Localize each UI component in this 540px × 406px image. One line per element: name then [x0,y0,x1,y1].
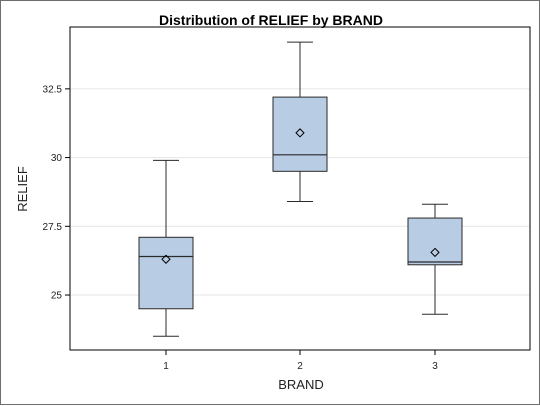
chart-title: Distribution of RELIEF by BRAND [159,12,383,28]
y-tick-label: 32.5 [43,84,63,95]
x-tick-label: 2 [297,361,303,372]
x-tick-label: 1 [163,361,169,372]
iqr-box [408,218,462,265]
iqr-box [139,237,193,308]
x-tick-label: 3 [432,361,438,372]
iqr-box [273,97,327,171]
box-group-3 [408,204,462,314]
y-tick-label: 25 [51,291,63,302]
box-group-1 [139,160,193,336]
box-marks [139,42,462,336]
x-axis-title: BRAND [278,377,324,392]
y-axis-title: RELIEF [15,166,30,212]
y-tick-label: 30 [51,153,63,164]
y-axis: 25 27.5 30 32.5 [43,84,70,301]
y-tick-label: 27.5 [43,222,63,233]
x-axis: 1 2 3 [163,350,438,372]
box-group-2 [273,42,327,201]
